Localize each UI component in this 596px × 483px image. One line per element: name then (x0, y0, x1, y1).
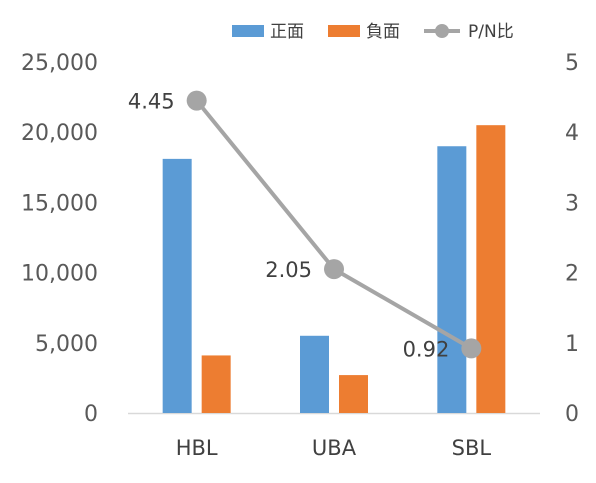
pn-ratio-line (195, 99, 473, 351)
pn-ratio-data-label: 0.92 (403, 337, 450, 361)
right-axis-ticks: 0 1 2 3 4 5 (565, 51, 579, 427)
bar-series (162, 125, 506, 414)
pn-ratio-point (461, 338, 482, 359)
category-labels: HBL UBA SBL (176, 436, 492, 460)
bar-sbl-positive (437, 146, 467, 414)
category-label: HBL (176, 436, 218, 460)
legend-marker (435, 24, 449, 38)
right-axis-tick-label: 5 (565, 51, 579, 76)
bar-uba-negative (339, 375, 368, 413)
left-axis-tick-label: 0 (84, 402, 98, 427)
legend: 正面 負面 P/N比 (232, 22, 514, 42)
bar-uba-positive (300, 335, 329, 413)
category-label: SBL (452, 436, 492, 460)
left-axis-tick-label: 20,000 (21, 121, 98, 146)
bar-hbl-positive (162, 158, 192, 413)
left-axis-ticks: 0 5,000 10,000 15,000 20,000 25,000 (21, 51, 98, 427)
bar-hbl-negative (201, 355, 231, 413)
left-axis-tick-label: 15,000 (21, 191, 98, 216)
left-axis-tick-label: 25,000 (21, 51, 98, 76)
line-series: 4.45 2.05 0.92 (128, 90, 482, 361)
right-axis-tick-label: 4 (565, 121, 579, 146)
left-axis-tick-label: 10,000 (21, 262, 98, 287)
right-axis-tick-label: 2 (565, 262, 579, 287)
bar-sbl-negative (476, 125, 506, 414)
pn-ratio-data-label: 2.05 (265, 258, 312, 282)
left-axis-tick-label: 5,000 (35, 332, 98, 357)
pn-ratio-point (324, 259, 344, 280)
legend-label: P/N比 (468, 22, 514, 42)
right-axis-tick-label: 3 (565, 191, 579, 216)
pn-ratio-point (186, 90, 207, 111)
right-axis-tick-label: 1 (565, 332, 579, 357)
legend-swatch (328, 25, 360, 37)
legend-label: 負面 (366, 22, 400, 42)
pn-ratio-data-label: 4.45 (128, 90, 175, 114)
legend-label: 正面 (270, 22, 304, 42)
legend-swatch (232, 25, 264, 37)
category-label: UBA (312, 436, 357, 460)
right-axis-tick-label: 0 (565, 402, 579, 427)
